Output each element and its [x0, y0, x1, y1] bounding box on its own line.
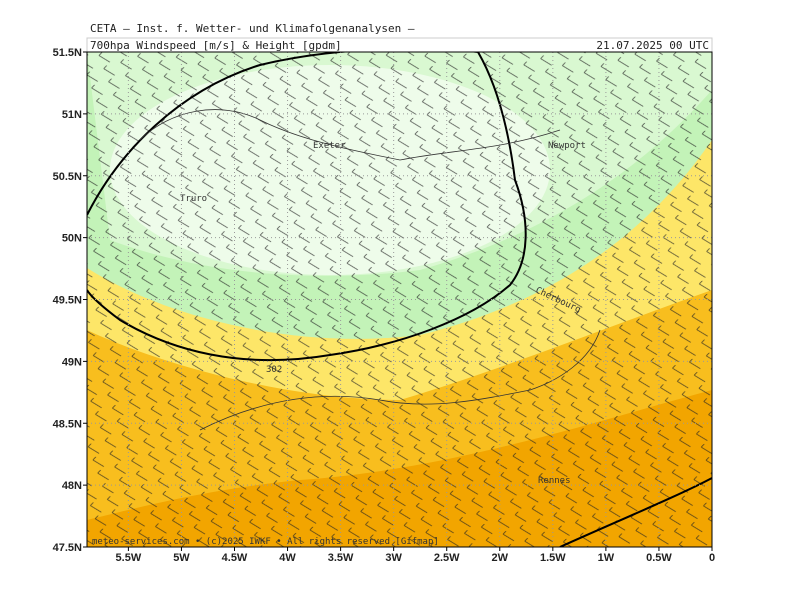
- y-tick-label: 49.5N: [53, 295, 82, 307]
- map-fields: [87, 52, 712, 547]
- city-label: Newport: [548, 141, 586, 151]
- x-tick-label: 1W: [598, 552, 615, 564]
- x-tick-label: 3W: [385, 552, 402, 564]
- y-tick-label: 51N: [62, 109, 82, 121]
- footer-credit: meteo-services.com • (c)2025 IWKF • All …: [92, 537, 439, 547]
- city-label: Truro: [180, 194, 207, 204]
- coastline: [139, 109, 561, 161]
- y-tick-label: 48N: [62, 480, 82, 492]
- x-tick-label: 0: [709, 552, 715, 564]
- x-tick-label: 1.5W: [540, 552, 566, 564]
- city-label: Exeter: [313, 141, 346, 151]
- x-tick-label: 5W: [173, 552, 190, 564]
- y-tick-label: 47.5N: [53, 542, 82, 554]
- contour-label: 302: [266, 365, 282, 375]
- valid-time: 21.07.2025 00 UTC: [596, 39, 709, 52]
- y-tick-label: 50N: [62, 233, 82, 245]
- x-tick-label: 5.5W: [116, 552, 142, 564]
- x-tick-label: 4W: [279, 552, 296, 564]
- x-tick-label: 2.5W: [434, 552, 460, 564]
- height-contour: [87, 52, 527, 362]
- y-tick-label: 50.5N: [53, 171, 82, 183]
- y-tick-label: 51.5N: [53, 47, 82, 59]
- x-tick-label: 2W: [492, 552, 509, 564]
- city-label: Rennes: [538, 476, 571, 486]
- y-tick-label: 48.5N: [53, 418, 82, 430]
- x-tick-label: 3.5W: [328, 552, 354, 564]
- coastline: [199, 329, 601, 431]
- header-title: CETA – Inst. f. Wetter- und Klimafolgena…: [90, 22, 415, 35]
- x-tick-label: 0.5W: [646, 552, 672, 564]
- x-tick-label: 4.5W: [222, 552, 248, 564]
- header-subtitle: 700hpa Windspeed [m/s] & Height [gpdm]: [90, 39, 342, 52]
- height-contour: [559, 477, 712, 547]
- y-tick-label: 49N: [62, 356, 82, 368]
- grid: [87, 51, 713, 548]
